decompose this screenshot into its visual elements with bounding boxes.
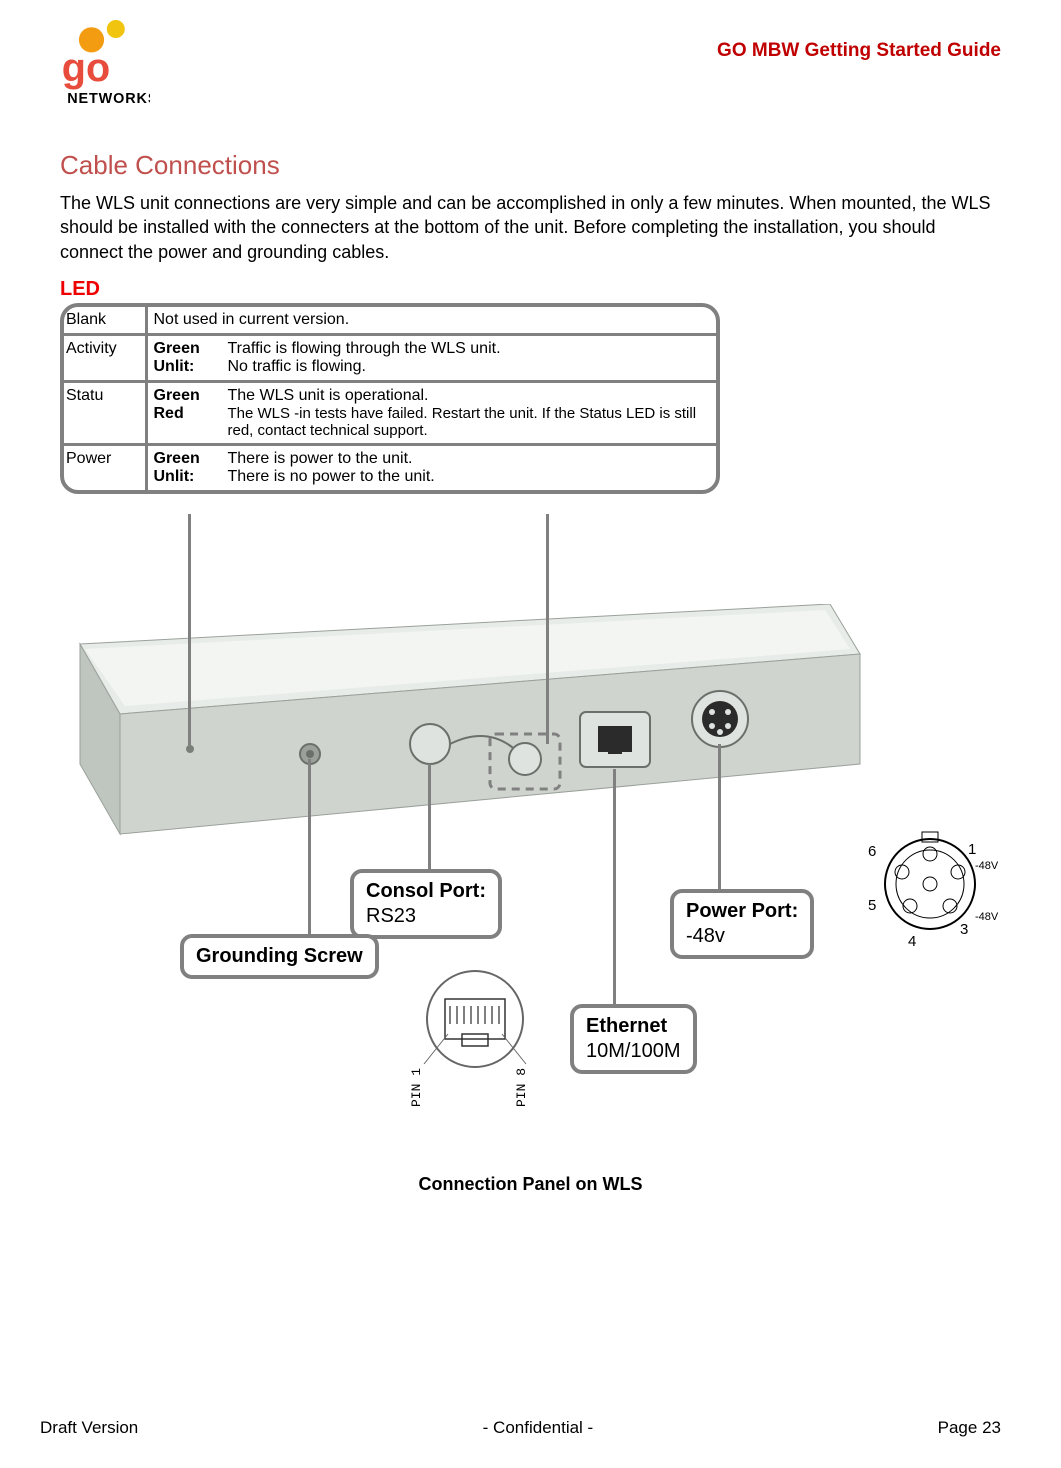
logo-networks-text: NETWORKS <box>67 91 150 107</box>
led-name: Power <box>60 444 146 494</box>
ethernet-pin-diagram: PIN 1 PIN 8 <box>390 964 560 1114</box>
led-desc: GreenTraffic is flowing through the WLS … <box>146 334 720 381</box>
led-name: Statu <box>60 381 146 444</box>
leader-line <box>428 764 431 869</box>
power-port-callout: Power Port: -48v <box>670 889 814 959</box>
leader-line <box>308 759 311 934</box>
header-row: go NETWORKS GO MBW Getting Started Guide <box>60 20 1001 110</box>
grounding-screw-callout: Grounding Screw <box>180 934 379 979</box>
led-table-box: Blank Not used in current version. Activ… <box>60 303 720 494</box>
device-diagram-area: Consol Port: RS23 Grounding Screw Ethern… <box>60 514 1000 1154</box>
svg-text:PIN 1: PIN 1 <box>409 1068 424 1107</box>
logo: go NETWORKS <box>60 20 150 110</box>
svg-text:3: 3 <box>960 921 968 938</box>
page: go NETWORKS GO MBW Getting Started Guide… <box>0 0 1061 1468</box>
footer-left: Draft Version <box>40 1418 138 1438</box>
svg-text:5: 5 <box>868 897 876 914</box>
table-row: Activity GreenTraffic is flowing through… <box>60 334 720 381</box>
svg-text:6: 6 <box>868 843 876 860</box>
svg-text:-48V: -48V <box>975 911 999 923</box>
svg-text:PIN 8: PIN 8 <box>514 1068 529 1107</box>
svg-text:-48V: -48V <box>975 860 999 872</box>
ethernet-callout: Ethernet 10M/100M <box>570 1004 697 1074</box>
led-desc: GreenThere is power to the unit. Unlit:T… <box>146 444 720 494</box>
table-row: Blank Not used in current version. <box>60 303 720 335</box>
power-pin-diagram: 1 -48V 3 -48V 4 5 6 <box>860 814 1000 954</box>
footer-center: - Confidential - <box>483 1418 594 1438</box>
device-illustration <box>60 604 880 854</box>
leader-line <box>546 514 549 744</box>
logo-go-text: go <box>62 46 110 90</box>
leader-line <box>188 514 191 747</box>
footer-right: Page 23 <box>938 1418 1001 1438</box>
section-body: The WLS unit connections are very simple… <box>60 191 1001 264</box>
led-table: Blank Not used in current version. Activ… <box>60 303 720 494</box>
doc-title: GO MBW Getting Started Guide <box>717 40 1001 62</box>
page-footer: Draft Version - Confidential - Page 23 <box>40 1418 1001 1438</box>
svg-text:4: 4 <box>908 933 916 950</box>
leader-line <box>613 769 616 1004</box>
go-networks-logo-icon: go NETWORKS <box>60 20 150 110</box>
table-row: Statu GreenThe WLS unit is operational. … <box>60 381 720 444</box>
svg-text:1: 1 <box>968 841 976 858</box>
consol-port-callout: Consol Port: RS23 <box>350 869 502 939</box>
led-heading: LED <box>60 278 1001 301</box>
table-row: Power GreenThere is power to the unit. U… <box>60 444 720 494</box>
led-name: Blank <box>60 303 146 335</box>
led-name: Activity <box>60 334 146 381</box>
leader-line <box>718 744 721 889</box>
figure-caption: Connection Panel on WLS <box>60 1174 1001 1195</box>
section-title: Cable Connections <box>60 150 1001 181</box>
led-desc: Not used in current version. <box>146 303 720 335</box>
led-desc: GreenThe WLS unit is operational. RedThe… <box>146 381 720 444</box>
